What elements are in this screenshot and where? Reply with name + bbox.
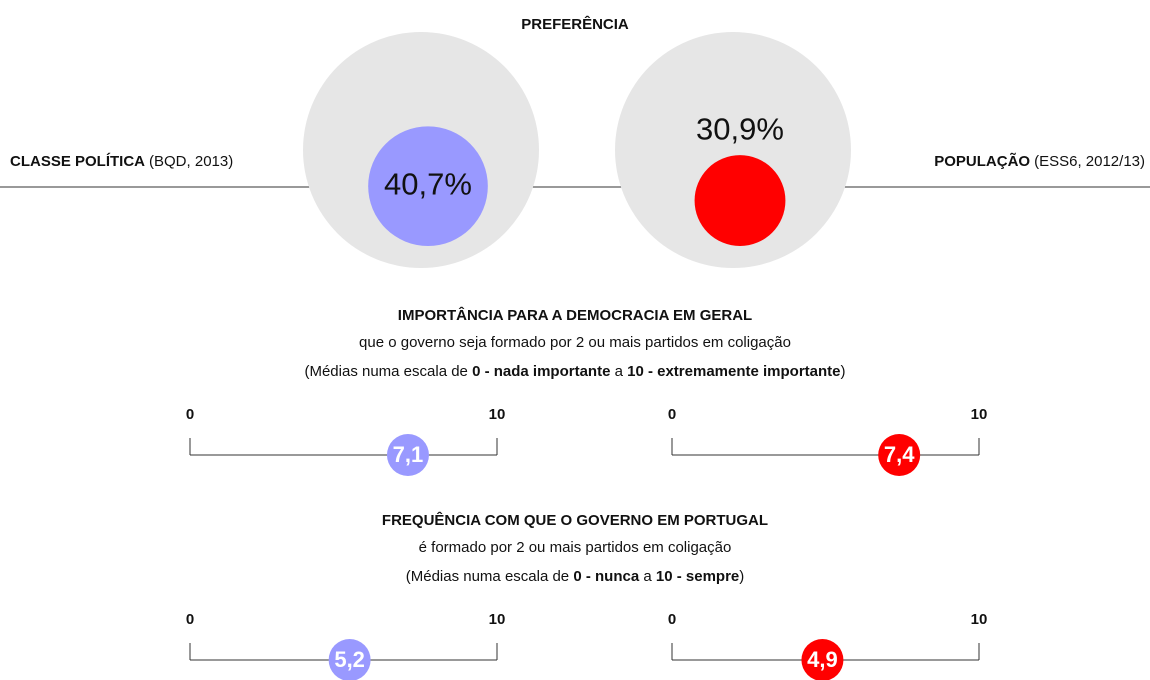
tick-label: 0 [668,611,676,628]
tick-label: 0 [186,406,194,423]
value-label: 40,7% [384,166,472,201]
value-label: 5,2 [334,647,365,672]
marker [878,434,921,476]
chart-title: FREQUÊNCIA COM QUE O GOVERNO EM PORTUGAL [382,511,768,529]
marker [801,639,844,680]
outer-circle [615,32,851,268]
bubble [694,155,786,246]
subtitle: é formado por 2 ou mais partidos em coli… [419,539,732,556]
value-label: 7,1 [393,442,424,467]
note-part: a [610,363,627,380]
tick-label: 10 [489,611,506,628]
series-note: (ESS6, 2012/13) [1034,153,1145,170]
note-part: a [639,568,656,585]
note-part: (Médias numa escala de [304,363,472,380]
note: (Médias numa escala de 0 - nunca a 10 - … [406,568,745,585]
series-name: CLASSE POLÍTICA [10,153,145,170]
note-part: 0 - nunca [573,568,640,585]
value-label: 7,4 [884,442,915,467]
marker [386,434,429,476]
note-part: 10 - sempre [656,568,739,585]
note-part: (Médias numa escala de [406,568,574,585]
tick-label: 0 [186,611,194,628]
note-part: ) [841,363,846,380]
note: (Médias numa escala de 0 - nada importan… [304,363,845,380]
series-label: CLASSE POLÍTICA (BQD, 2013) [10,153,233,170]
tick-label: 10 [489,406,506,423]
series-name: POPULAÇÃO [934,152,1030,170]
tick-label: 0 [668,406,676,423]
tick-label: 10 [971,406,988,423]
tick-label: 10 [971,611,988,628]
value-label: 30,9% [696,111,784,146]
note-part: 0 - nada importante [472,363,610,380]
bubble [368,126,488,246]
series-note: (BQD, 2013) [149,153,233,170]
value-label: 4,9 [807,647,838,672]
chart-title: IMPORTÂNCIA PARA A DEMOCRACIA EM GERAL [398,306,752,324]
series-label: POPULAÇÃO (ESS6, 2012/13) [934,152,1145,170]
note-part: ) [739,568,744,585]
subtitle: que o governo seja formado por 2 ou mais… [359,334,791,351]
marker [328,639,371,680]
chart-title: PREFERÊNCIA [521,15,629,33]
note-part: 10 - extremamente importante [627,363,840,380]
